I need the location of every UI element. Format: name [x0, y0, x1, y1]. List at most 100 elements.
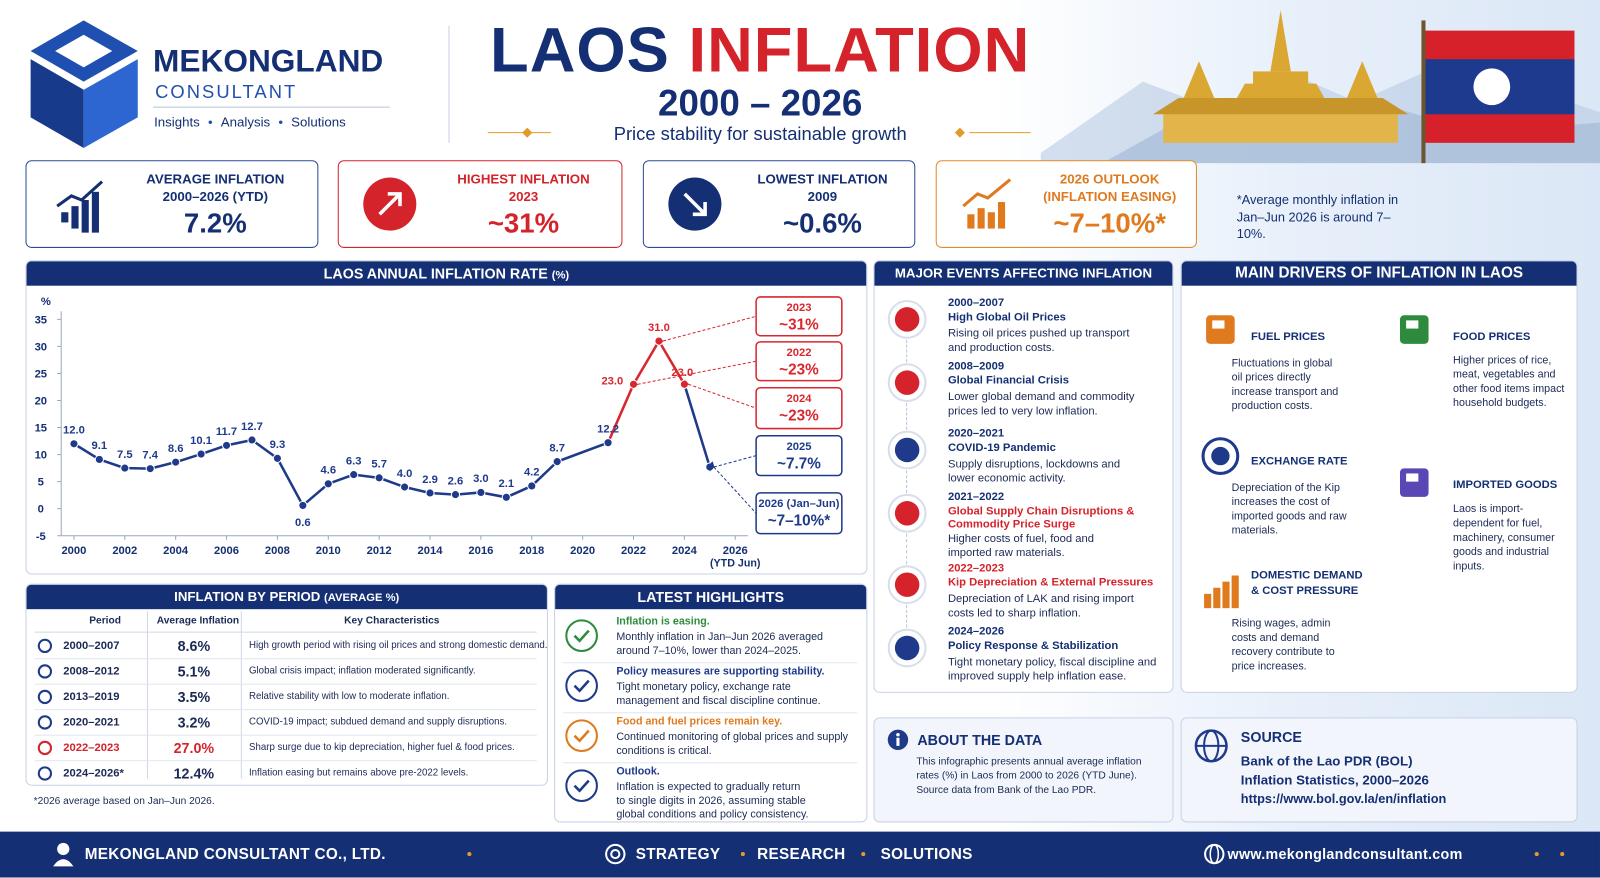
value-label: 4.6: [320, 465, 336, 477]
line-segment: [556, 441, 609, 463]
x-tick-label: 2024: [672, 545, 698, 557]
kpi-label: LOWEST INFLATION: [757, 171, 888, 187]
period-table-title-bar: INFLATION BY PERIOD (AVERAGE %): [26, 584, 547, 610]
event-text: Tight monetary policy, fiscal discipline…: [947, 656, 1157, 683]
drivers-title: MAIN DRIVERS OF INFLATION IN LAOS: [1181, 261, 1577, 286]
icon-ring: [37, 766, 53, 781]
event-icon: [887, 430, 927, 470]
table-average: 5.1%: [177, 663, 211, 680]
icon-body: [1206, 315, 1235, 344]
icon-ring: [565, 669, 598, 703]
driver-title: FOOD PRICES: [1453, 330, 1531, 343]
callout-leader: [657, 315, 757, 346]
icon-arrow: [962, 178, 1012, 208]
source-link[interactable]: https://www.bol.gov.la/en/inflation: [1240, 791, 1447, 807]
x-tick-label: 2002: [112, 545, 137, 557]
brand-sub: CONSULTANT: [155, 81, 298, 103]
kpi-card: HIGHEST INFLATION 2023 ~31%: [337, 160, 623, 248]
x-tick-label: 2026: [723, 545, 748, 557]
source-title: SOURCE: [1240, 728, 1302, 745]
icon-bar: [1222, 581, 1230, 609]
value-label: 3.0: [473, 473, 489, 485]
data-point: [94, 454, 104, 465]
callout-leader: [631, 360, 757, 389]
icon-bar: [967, 214, 975, 229]
callout-value: ~7.7%: [777, 455, 821, 472]
timeline-line: [906, 470, 908, 493]
driver-icon: [1204, 575, 1239, 609]
source-line: Bank of the Lao PDR (BOL): [1240, 753, 1413, 769]
kpi-value: 7.2%: [183, 208, 247, 239]
value-label: 10.1: [190, 435, 212, 447]
line-segment: [606, 383, 635, 444]
footer-url[interactable]: www.mekonglandconsultant.com: [1227, 845, 1463, 863]
icon-bar: [61, 212, 69, 223]
data-point: [349, 470, 359, 480]
event-period: 2000–2007: [947, 296, 1005, 310]
callout-box: [755, 434, 843, 477]
driver-icon: [1399, 468, 1429, 497]
data-point: [476, 487, 486, 498]
row-icon: [37, 766, 53, 781]
line-segment: [276, 457, 304, 507]
icon-core: [894, 437, 920, 463]
icon-ring: [565, 619, 598, 653]
table-characteristics: COVID-19 impact; subdued demand and supp…: [248, 716, 508, 728]
y-axis-label: %: [41, 296, 51, 308]
chart-title: LAOS ANNUAL INFLATION RATE: [323, 265, 548, 282]
table-header: Average Inflation: [156, 615, 240, 627]
header-art: [30, 10, 1600, 164]
x-tick-label: 2012: [367, 545, 392, 557]
table-average: 12.4%: [173, 765, 215, 782]
source-panel: SOURCE Bank of the Lao PDR (BOL) Inflati…: [1180, 717, 1578, 823]
period-table-title: INFLATION BY PERIOD: [174, 588, 321, 605]
table-characteristics: High growth period with rising oil price…: [248, 639, 548, 652]
table-rule: [34, 631, 537, 633]
driver-icon: [1201, 437, 1240, 475]
row-icon: [37, 715, 53, 730]
icon-bar: [81, 199, 89, 235]
highlight-icon: [565, 619, 598, 653]
table-characteristics: Relative stability with low to moderate …: [248, 690, 450, 703]
event-icon: [887, 628, 927, 668]
x-tick-label: 2006: [214, 545, 239, 557]
value-label: 8.7: [549, 442, 565, 454]
table-period: 2022–2023: [63, 741, 120, 755]
value-label: 9.1: [92, 440, 108, 452]
title-part: INFLATION: [688, 15, 1031, 86]
y-tick-label: 35: [35, 314, 47, 326]
data-point: [425, 488, 435, 498]
data-point: [247, 435, 257, 445]
data-point: [298, 500, 308, 511]
event-title: COVID-19 Pandemic: [947, 441, 1056, 455]
icon-core: [894, 370, 920, 395]
icon-core: [894, 307, 920, 332]
icon-core: [1211, 446, 1230, 466]
event-icon: [887, 493, 927, 533]
driver-title: DOMESTIC DEMAND & COST PRESSURE: [1251, 569, 1363, 597]
icon-mark: [573, 629, 590, 643]
row-icon: [37, 638, 53, 654]
tagline-item: Solutions: [291, 114, 346, 130]
kpi-icon-wrap: [957, 176, 1018, 233]
data-point: [679, 379, 689, 389]
table-rule: [34, 734, 537, 736]
kpi-card: 2026 OUTLOOK (INFLATION EASING) ~7–10%*: [935, 160, 1197, 248]
highlights-title: LATEST HIGHLIGHTS: [555, 584, 867, 610]
icon-core: [894, 635, 920, 661]
table-characteristics: Sharp surge due to kip depreciation, hig…: [248, 741, 515, 754]
tagline-item: Insights: [154, 114, 200, 130]
subtitle: Price stability for sustainable growth: [613, 123, 907, 144]
event-period: 2008–2009: [947, 360, 1005, 373]
value-label: 4.0: [397, 468, 413, 480]
icon-mark: [573, 679, 590, 693]
highlights-panel: LATEST HIGHLIGHTS Inflation is easing. Mo…: [554, 583, 868, 823]
driver-text: Higher prices of rice, meat, vegetables …: [1453, 354, 1565, 410]
data-point: [552, 457, 562, 467]
driver-text: Depreciation of the Kip increases the co…: [1231, 481, 1347, 537]
footer-item: RESEARCH: [757, 845, 846, 864]
event-text: Supply disruptions, lockdowns and lower …: [947, 458, 1121, 485]
period-table-panel: INFLATION BY PERIOD (AVERAGE %) Period Av…: [25, 583, 548, 786]
y-tick-label: 5: [38, 477, 44, 489]
footer: MEKONGLAND CONSULTANT CO., LTD. STRATEGY…: [0, 831, 1600, 878]
